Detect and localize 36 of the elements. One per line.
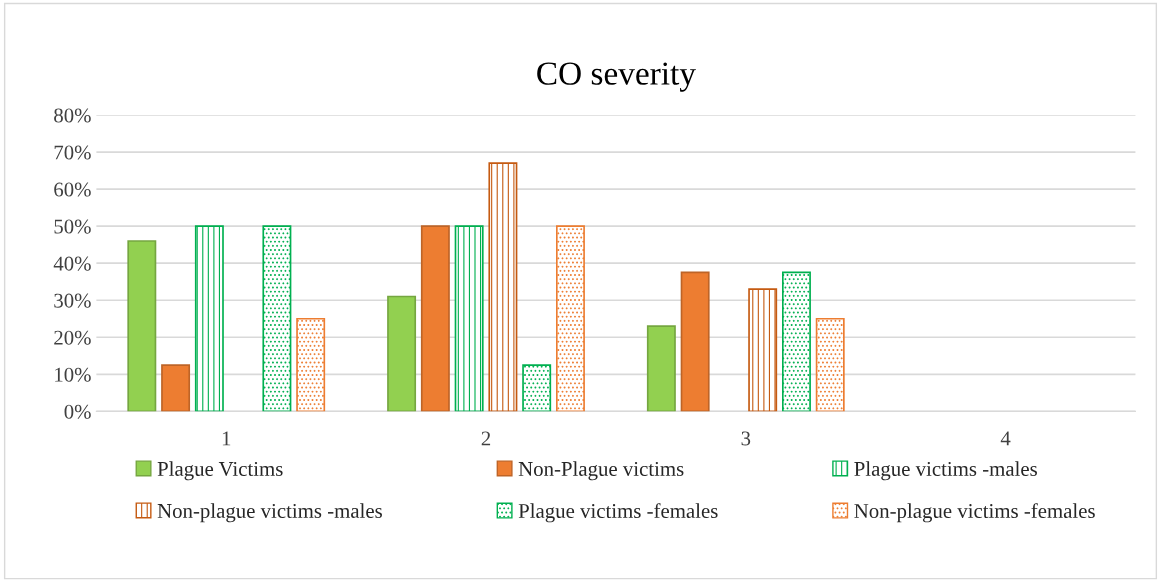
legend-label: Non-plague victims -males (157, 503, 382, 523)
chart-title: CO severity (537, 62, 696, 92)
bar (262, 225, 292, 412)
bar (815, 317, 845, 412)
bar (555, 225, 585, 412)
x-tick-label: 4 (1000, 431, 1011, 446)
bar (454, 225, 484, 412)
y-tick-label: 20% (54, 330, 91, 345)
y-tick-label: 30% (54, 293, 91, 308)
bar (387, 295, 417, 412)
bar (161, 364, 191, 412)
bar (488, 162, 518, 412)
y-tick-label: 80% (54, 108, 91, 123)
y-tick-label: 50% (54, 219, 91, 234)
y-tick-label: 70% (54, 145, 91, 160)
y-tick-label: 40% (53, 256, 91, 271)
bar (748, 288, 778, 412)
legend-label: Plague victims -males (854, 461, 1037, 481)
bar (646, 325, 676, 412)
y-tick-label: 60% (54, 182, 91, 197)
bar (194, 225, 224, 412)
bar (522, 364, 552, 412)
x-tick-label: 2 (481, 431, 491, 446)
x-tick-label: 3 (741, 431, 751, 446)
bar (680, 271, 710, 412)
legend-label: Non-plague victims -females (854, 503, 1095, 523)
bar (296, 317, 326, 412)
legend-label: Non-Plague victims (518, 461, 684, 481)
y-tick-label: 10% (55, 367, 91, 382)
legend-label: Plague Victims (157, 461, 283, 481)
bar (127, 240, 157, 412)
x-tick-label: 1 (222, 431, 231, 446)
y-tick-label: 0% (64, 404, 91, 419)
bar (420, 225, 450, 412)
legend-label: Plague victims -females (518, 503, 718, 523)
bar (781, 271, 811, 412)
